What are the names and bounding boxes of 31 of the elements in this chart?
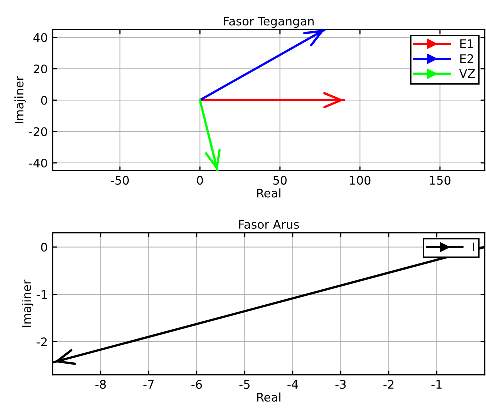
y-tick-label: -1 <box>36 290 48 300</box>
x-tick-label: -7 <box>144 380 154 389</box>
x-tick-label: -6 <box>192 380 202 390</box>
y-tick-label: 20 <box>34 64 48 74</box>
chart-title: Fasor Arus <box>239 220 300 230</box>
x-tick-label: -8 <box>96 380 106 390</box>
y-tick-label: 40 <box>34 33 48 42</box>
x-tick-label: 150 <box>430 176 451 185</box>
y-axis-title: Imajiner <box>14 76 26 124</box>
y-tick-label: 0 <box>41 243 48 252</box>
x-axis-title: Real <box>257 188 281 198</box>
x-tick-label: -4 <box>288 380 298 389</box>
x-tick-label: -5 <box>240 380 250 390</box>
legend-label: VZ <box>460 70 476 78</box>
y-tick-label: -20 <box>29 127 48 136</box>
y-tick-label: -2 <box>36 338 47 346</box>
legend-label: E1 <box>460 40 474 48</box>
x-tick-label: -3 <box>336 380 346 390</box>
x-tick-label: 50 <box>274 176 287 185</box>
y-tick-label: -40 <box>29 158 48 168</box>
x-tick-label: 0 <box>197 176 204 185</box>
chart-title: Fasor Tegangan <box>224 17 314 28</box>
x-tick-label: 100 <box>350 176 371 185</box>
y-tick-label: 0 <box>41 96 48 106</box>
x-tick-label: -1 <box>432 380 442 389</box>
x-axis-title: Real <box>257 392 281 402</box>
legend-label: E2 <box>460 54 474 64</box>
x-tick-label: -2 <box>384 380 394 389</box>
x-tick-label: -50 <box>111 176 130 185</box>
legend-label: I <box>473 242 474 252</box>
y-axis-title: Imajiner <box>22 280 34 328</box>
